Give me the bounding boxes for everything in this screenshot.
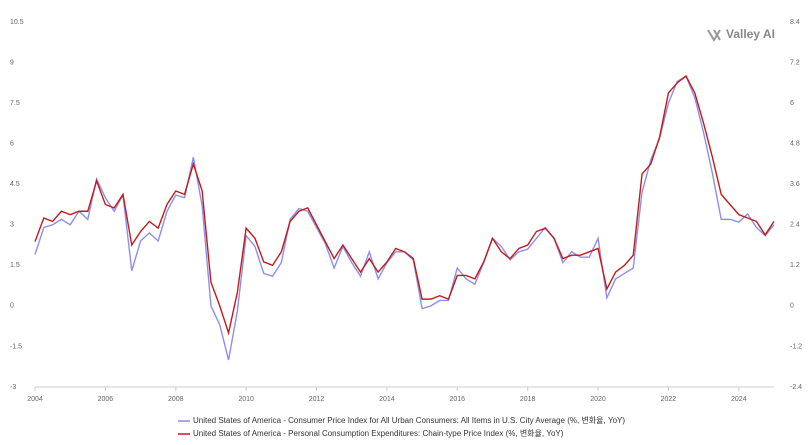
y2-tick-label: 7.2	[790, 59, 800, 66]
y2-tick-label: 1.2	[790, 262, 800, 269]
y-tick-label: 9	[10, 59, 14, 66]
x-tick-label: 2024	[731, 396, 747, 403]
x-tick-label: 2014	[379, 396, 395, 403]
watermark-logo	[707, 29, 721, 42]
y-tick-label: 0	[10, 303, 14, 310]
legend-label: United States of America - Personal Cons…	[193, 428, 564, 438]
y-tick-label: 4.5	[10, 181, 20, 188]
x-tick-label: 2018	[520, 396, 536, 403]
x-tick-label: 2020	[590, 396, 606, 403]
x-tick-label: 2012	[309, 396, 325, 403]
x-tick-label: 2022	[661, 396, 677, 403]
y-tick-label: 1.5	[10, 262, 20, 269]
y2-tick-label: -1.2	[790, 343, 802, 350]
watermark: Valley AI	[707, 27, 775, 42]
legend-label: United States of America - Consumer Pric…	[193, 415, 625, 425]
x-tick-label: 2010	[238, 396, 254, 403]
y2-tick-label: 6	[790, 100, 794, 107]
x-tick-label: 2006	[98, 396, 114, 403]
y-tick-label: -3	[10, 384, 16, 391]
y-tick-label: 6	[10, 141, 14, 148]
y-tick-label: 3	[10, 222, 14, 229]
y2-tick-label: -2.4	[790, 384, 802, 391]
watermark-text: Valley AI	[726, 27, 775, 41]
y-tick-label: -1.5	[10, 343, 22, 350]
y2-tick-label: 3.6	[790, 181, 800, 188]
y-tick-label: 7.5	[10, 100, 20, 107]
y-tick-label: 10.5	[10, 19, 24, 26]
y2-tick-label: 4.8	[790, 141, 800, 148]
x-tick-label: 2004	[27, 396, 43, 403]
y2-tick-label: 8.4	[790, 19, 800, 26]
y2-tick-label: 0	[790, 303, 794, 310]
series-line	[34, 75, 775, 336]
y2-tick-label: 2.4	[790, 222, 800, 229]
x-tick-label: 2008	[168, 396, 184, 403]
x-tick-label: 2016	[449, 396, 465, 403]
